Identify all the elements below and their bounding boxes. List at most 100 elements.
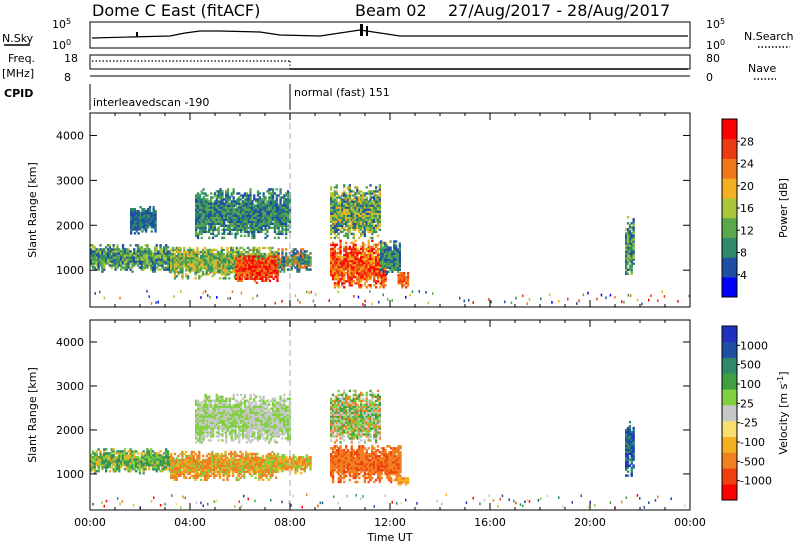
echo-cell bbox=[260, 256, 263, 260]
echo-cell bbox=[346, 186, 350, 189]
echo-cell bbox=[333, 267, 337, 271]
echo-cell bbox=[354, 220, 357, 223]
echo-cell bbox=[396, 248, 400, 251]
date-range: 27/Aug/2017 - 28/Aug/2017 bbox=[448, 1, 670, 20]
echo-cell bbox=[131, 220, 135, 223]
echo-cell bbox=[248, 257, 251, 260]
echo-cell bbox=[211, 460, 214, 464]
echo-cell bbox=[382, 278, 385, 281]
echo-cell bbox=[112, 468, 115, 471]
echo-cell bbox=[101, 456, 104, 459]
echo-cell bbox=[192, 248, 195, 252]
echo-cell bbox=[153, 468, 157, 471]
echo-cell bbox=[202, 216, 205, 219]
echo-cell bbox=[170, 474, 173, 477]
echo-cell bbox=[213, 466, 216, 470]
echo-cell bbox=[221, 220, 224, 223]
echo-cell bbox=[369, 184, 372, 187]
echo-cell bbox=[108, 254, 112, 257]
echo-cell bbox=[145, 210, 148, 213]
echo-cell bbox=[381, 252, 385, 255]
echo-cell bbox=[301, 256, 305, 259]
echo-cell bbox=[350, 224, 353, 227]
echo-cell bbox=[223, 212, 226, 215]
echo-cell bbox=[275, 256, 278, 260]
echo-cell bbox=[218, 466, 222, 470]
echo-cell bbox=[358, 204, 361, 207]
echo-cell bbox=[255, 228, 258, 231]
echo-cell bbox=[222, 478, 225, 481]
echo-cell bbox=[241, 214, 245, 217]
echo-cell bbox=[285, 226, 288, 229]
echo-cell bbox=[398, 244, 401, 247]
echo-cell bbox=[171, 263, 175, 266]
echo-cell bbox=[396, 256, 400, 259]
echo-cell bbox=[246, 256, 250, 260]
y-tick-label: 4000 bbox=[56, 129, 84, 142]
echo-cell bbox=[378, 192, 381, 195]
echo-cell bbox=[221, 204, 224, 207]
echo-cell bbox=[345, 249, 348, 253]
echo-cell bbox=[105, 466, 108, 469]
echo-cell bbox=[339, 239, 342, 242]
echo-cell bbox=[343, 261, 346, 265]
echo-cell bbox=[137, 222, 140, 225]
echo-cell bbox=[375, 226, 378, 229]
echo-cell bbox=[248, 252, 252, 256]
echo-cell bbox=[360, 216, 363, 219]
echo-cell bbox=[375, 280, 378, 283]
echo-cell bbox=[196, 250, 199, 254]
echo-cell bbox=[215, 271, 218, 274]
echo-cell bbox=[219, 212, 222, 215]
echo-cell bbox=[207, 468, 210, 472]
echo-cell bbox=[367, 239, 370, 242]
echo-cell bbox=[396, 260, 400, 263]
echo-cell bbox=[110, 256, 113, 259]
echo-cell bbox=[397, 282, 400, 285]
echo-cell bbox=[157, 460, 160, 463]
echo-cell bbox=[360, 202, 363, 205]
echo-cell bbox=[171, 474, 175, 477]
echo-cell bbox=[296, 268, 299, 271]
echo-cell bbox=[155, 460, 158, 463]
echo-cell bbox=[276, 273, 279, 276]
echo-cell bbox=[125, 264, 128, 267]
echo-cell bbox=[198, 452, 201, 456]
echo-cell bbox=[215, 198, 218, 201]
colorbar-tick-label: 20 bbox=[740, 180, 754, 193]
echo-cell bbox=[95, 262, 98, 265]
echo-cell bbox=[93, 246, 97, 249]
echo-cell bbox=[135, 262, 138, 265]
echo-cell bbox=[300, 248, 303, 251]
echo-cell bbox=[150, 266, 153, 269]
echo-cell bbox=[133, 260, 136, 263]
echo-cell bbox=[270, 275, 273, 278]
echo-cell bbox=[346, 259, 350, 263]
echo-cell bbox=[360, 214, 363, 217]
echo-cell bbox=[230, 214, 233, 217]
echo-cell bbox=[215, 452, 218, 456]
echo-cell bbox=[95, 252, 98, 255]
echo-cell bbox=[183, 263, 186, 266]
echo-cell bbox=[363, 234, 366, 238]
echo-cell bbox=[155, 266, 158, 269]
echo-cell bbox=[490, 300, 492, 304]
echo-cell bbox=[93, 466, 97, 469]
echo-cell bbox=[221, 208, 224, 211]
echo-cell bbox=[341, 220, 344, 223]
echo-cell bbox=[159, 244, 162, 247]
echo-cell bbox=[425, 291, 427, 294]
echo-cell bbox=[361, 212, 365, 215]
echo-cell bbox=[242, 265, 245, 268]
echo-cell bbox=[155, 462, 158, 465]
echo-cell bbox=[331, 251, 335, 255]
echo-cell bbox=[260, 224, 263, 227]
echo-cell bbox=[345, 204, 348, 207]
echo-cell bbox=[376, 216, 380, 219]
echo-cell bbox=[136, 456, 140, 459]
echo-cell bbox=[270, 208, 273, 211]
echo-cell bbox=[333, 186, 337, 189]
echo-cell bbox=[215, 202, 218, 205]
echo-cell bbox=[337, 218, 340, 221]
echo-cell bbox=[105, 258, 108, 261]
